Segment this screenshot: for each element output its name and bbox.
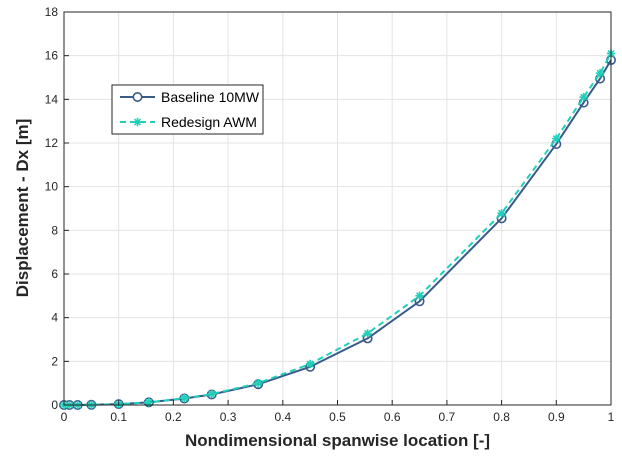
x-tick-label: 0	[61, 410, 68, 424]
y-tick-label: 6	[51, 267, 58, 281]
y-tick-label: 18	[45, 5, 59, 19]
x-tick-label: 0.5	[329, 410, 346, 424]
x-ticks: 0 0.1 0.2 0.3 0.4 0.5 0.6 0.7 0.8 0.9 1	[61, 400, 615, 424]
data-point	[552, 134, 561, 143]
data-point	[305, 359, 315, 369]
data-point	[363, 329, 372, 338]
y-tick-label: 14	[45, 92, 59, 106]
legend-label-baseline-10mw: Baseline 10MW	[161, 89, 260, 105]
y-tick-label: 2	[51, 354, 58, 368]
x-tick-label: 0.4	[274, 410, 291, 424]
x-tick-label: 0.6	[384, 410, 401, 424]
legend-marker-redesign-awm	[133, 117, 142, 127]
data-point	[497, 209, 506, 218]
x-tick-label: 0.9	[548, 410, 565, 424]
data-point	[595, 68, 605, 78]
y-tick-label: 0	[51, 398, 58, 412]
data-point	[180, 394, 189, 403]
legend: Baseline 10MW Redesign AWM	[111, 84, 264, 135]
x-tick-label: 0.7	[439, 410, 456, 424]
data-point	[579, 92, 588, 102]
y-tick-label: 8	[51, 223, 58, 237]
y-axis-label: Displacement - Dx [m]	[13, 119, 32, 298]
y-tick-label: 4	[51, 311, 58, 325]
y-ticks: 0 2 4 6 8 10 12 14 16 18	[45, 5, 69, 412]
legend-label-redesign-awm: Redesign AWM	[161, 114, 257, 130]
y-tick-label: 10	[45, 180, 59, 194]
y-tick-label: 16	[45, 49, 59, 63]
x-tick-label: 1	[608, 410, 615, 424]
x-tick-label: 0.1	[110, 410, 127, 424]
x-tick-label: 0.2	[165, 410, 182, 424]
data-point	[415, 291, 424, 301]
legend-asterisk-glyph	[133, 117, 142, 127]
legend-marker-baseline-10mw	[132, 92, 143, 103]
data-point	[253, 378, 263, 388]
x-tick-label: 0.8	[493, 410, 510, 424]
data-point	[207, 389, 216, 399]
x-tick-label: 0.3	[220, 410, 237, 424]
y-tick-label: 12	[45, 136, 59, 150]
x-axis-label: Nondimensional spanwise location [-]	[185, 431, 490, 450]
